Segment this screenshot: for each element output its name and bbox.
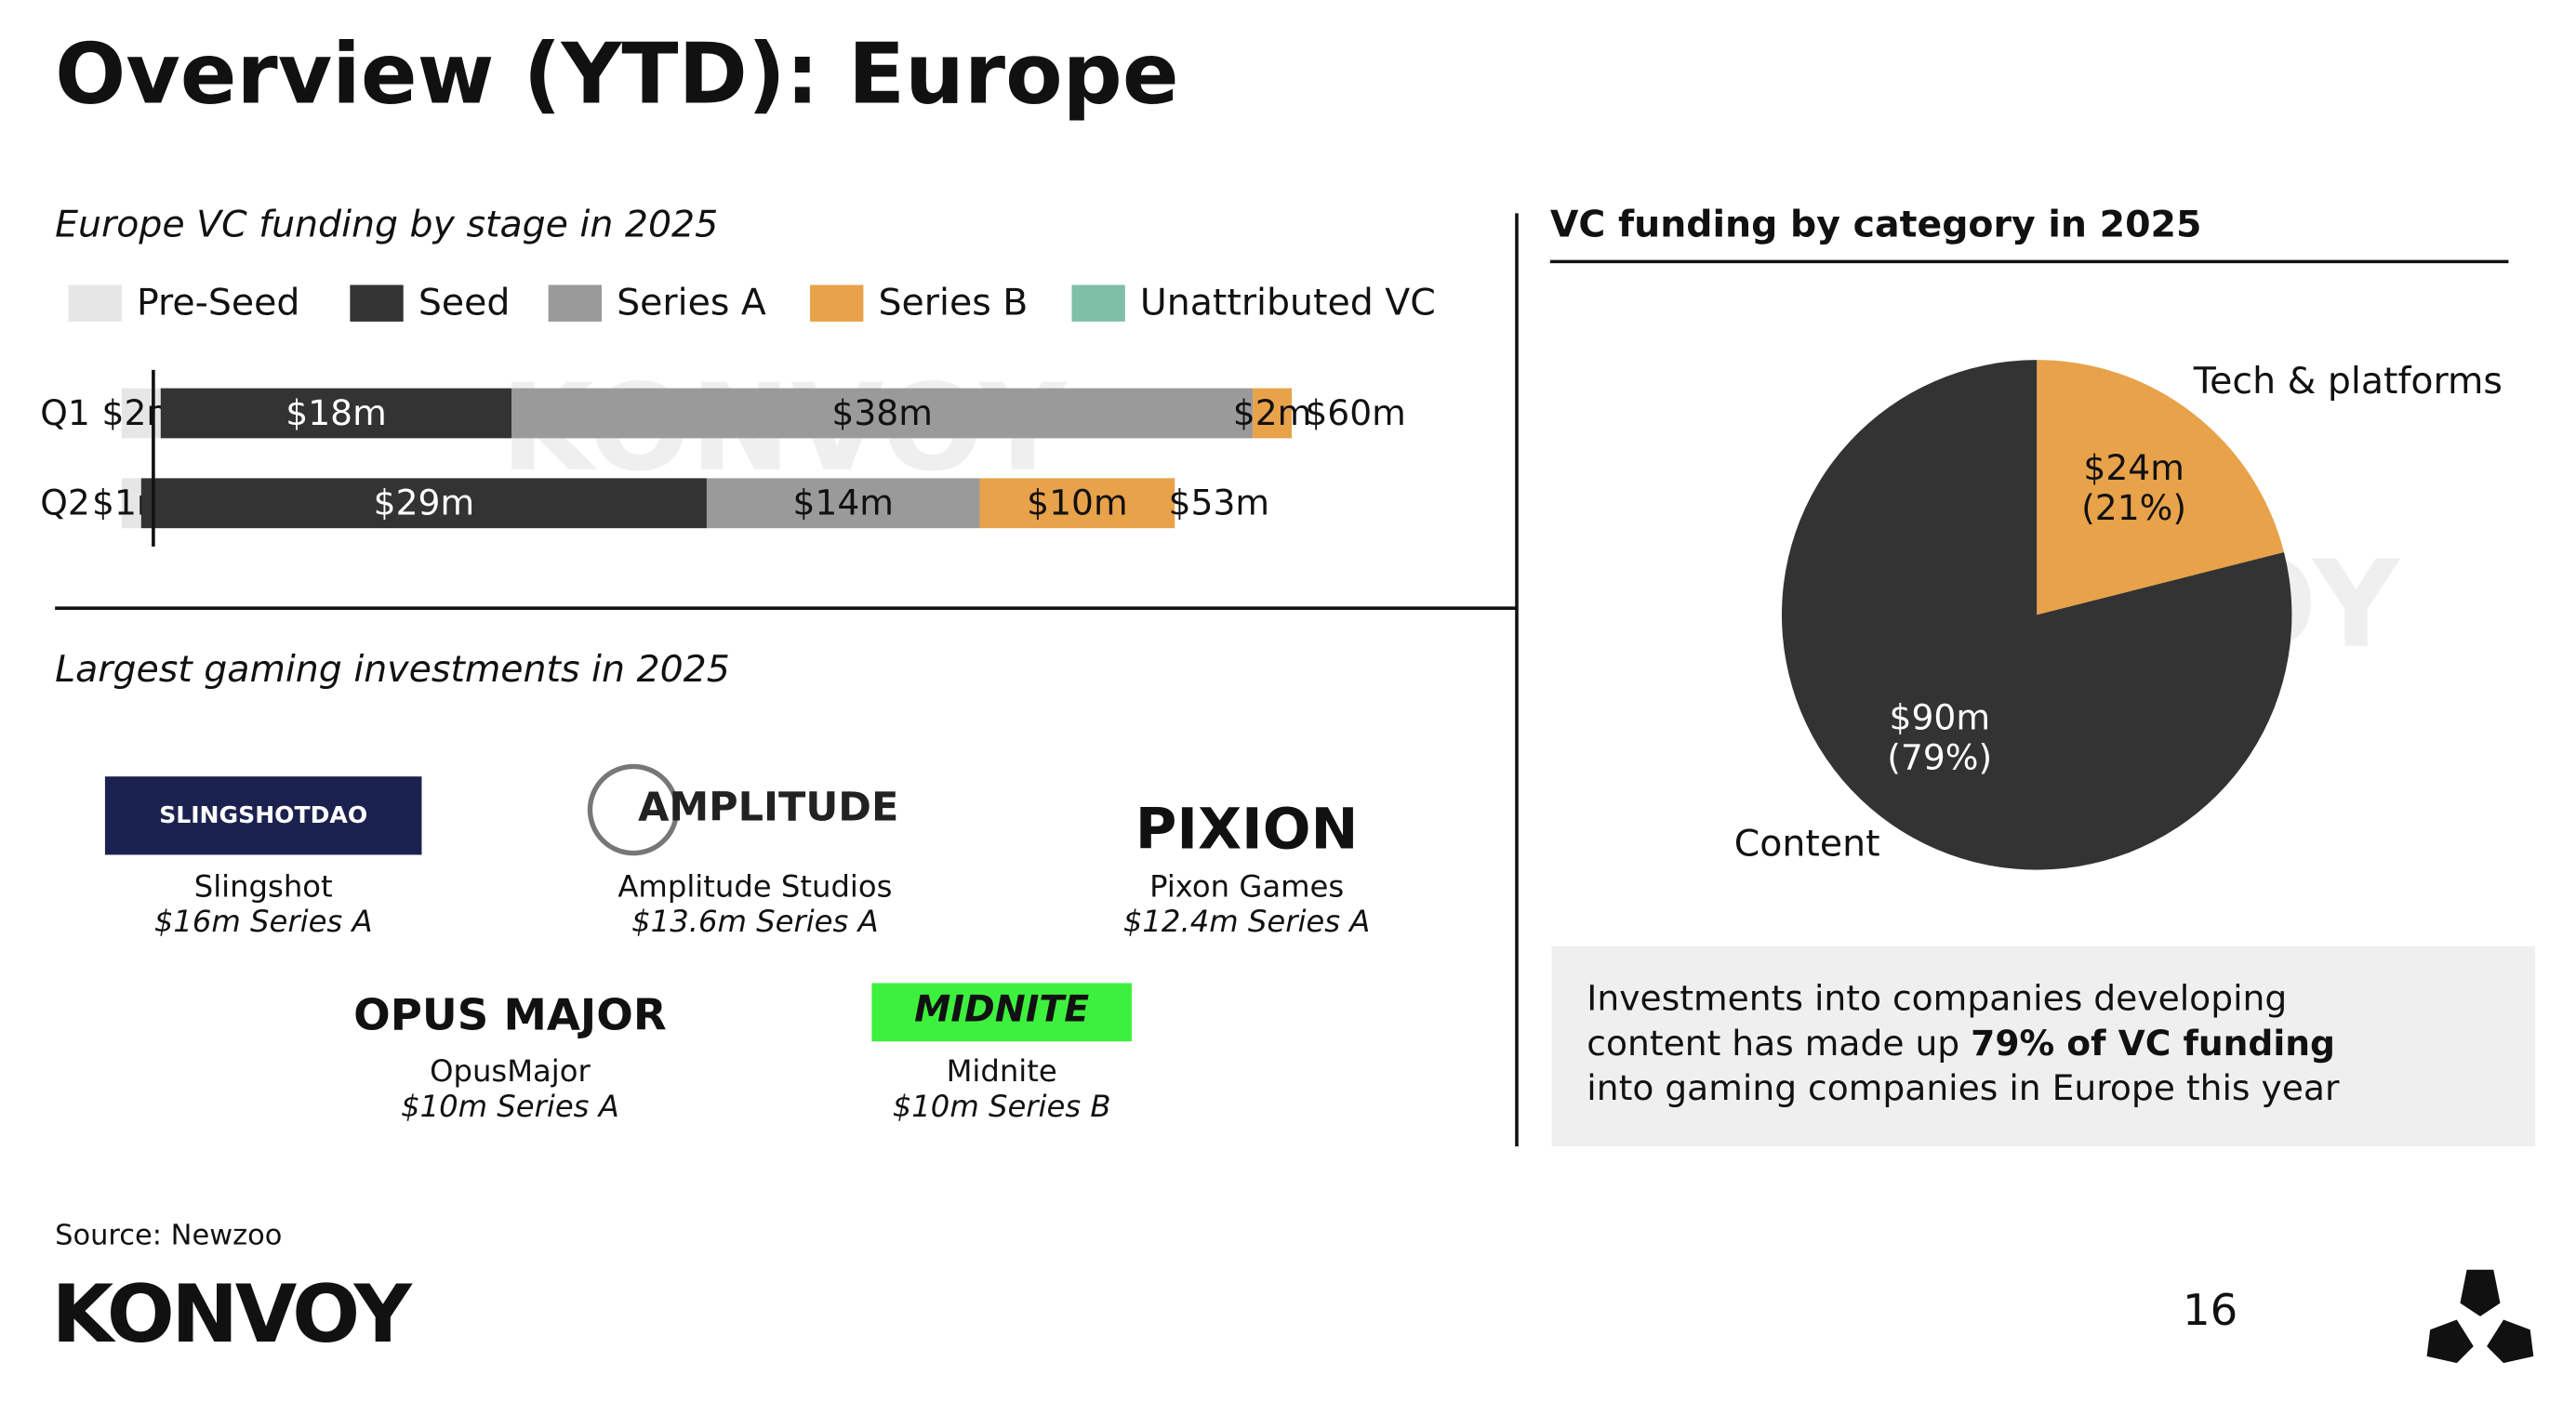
total-label: $60m bbox=[1305, 392, 1405, 433]
slide-title: Overview (YTD): Europe bbox=[55, 26, 1178, 123]
company-name: Midnite bbox=[947, 1053, 1057, 1089]
callout-segment: Investments into companies developing bbox=[1587, 977, 2287, 1018]
pie-chart-title: VC funding by category in 2025 bbox=[1550, 203, 2202, 245]
legend-label: Unattributed VC bbox=[1140, 281, 1436, 324]
logo-ring bbox=[587, 763, 680, 856]
bar-segment bbox=[511, 388, 1254, 439]
pie-slice bbox=[2037, 360, 2285, 615]
company-name: Slingshot bbox=[194, 868, 333, 904]
category-label: Q2 bbox=[40, 483, 90, 523]
percent-label: (79%) bbox=[1887, 737, 1992, 778]
legend-swatch bbox=[68, 284, 122, 322]
company-logo: AMPLITUDE bbox=[638, 785, 898, 831]
legend-label: Seed bbox=[418, 281, 511, 324]
percent-label: (21%) bbox=[2081, 487, 2186, 528]
data-label: $29m bbox=[374, 483, 474, 523]
company-logo: MIDNITE bbox=[914, 987, 1089, 1030]
deal-info: $12.4m Series A bbox=[1123, 904, 1370, 939]
callout-segment: into gaming companies in Europe this yea… bbox=[1587, 1067, 2340, 1108]
page-number: 16 bbox=[2183, 1285, 2237, 1335]
bar-segment bbox=[160, 388, 512, 439]
callout-segment: 79% of VC funding bbox=[1971, 1022, 2335, 1063]
category-label: Q1 bbox=[40, 392, 90, 433]
deal-info: $13.6m Series A bbox=[631, 904, 878, 939]
bar-chart-title: Europe VC funding by stage in 2025 bbox=[55, 203, 718, 245]
bar-segment bbox=[140, 478, 707, 529]
company-name: Amplitude Studios bbox=[617, 868, 892, 904]
callout-text: Investments into companies developing bbox=[1587, 977, 2287, 1018]
legend-label: Series B bbox=[879, 281, 1029, 324]
legend-label: Pre-Seed bbox=[137, 281, 299, 324]
category-label: Tech & platforms bbox=[2193, 360, 2503, 403]
brand-icon bbox=[2426, 1269, 2534, 1364]
total-label: $53m bbox=[1169, 483, 1269, 523]
data-label: $24m bbox=[2083, 447, 2184, 488]
pie-slice bbox=[1781, 360, 2292, 870]
logo-box bbox=[104, 776, 422, 855]
company-logo: OPUS MAJOR bbox=[353, 990, 667, 1040]
callout-text: into gaming companies in Europe this yea… bbox=[1587, 1067, 2340, 1108]
data-label: $38m bbox=[831, 392, 932, 433]
logo-box bbox=[871, 983, 1132, 1042]
company-logo: SLINGSHOTDAO bbox=[159, 801, 367, 828]
data-label: $2m bbox=[1233, 392, 1312, 433]
source: Source: Newzoo bbox=[55, 1219, 282, 1251]
data-label: $10m bbox=[1027, 483, 1127, 523]
deal-info: $16m Series A bbox=[154, 904, 373, 939]
company-name: OpusMajor bbox=[430, 1053, 591, 1089]
data-label: $18m bbox=[285, 392, 386, 433]
bar-segment bbox=[121, 478, 141, 529]
data-label: $90m bbox=[1890, 697, 1990, 738]
callout-text: content has made up 79% of VC funding bbox=[1587, 1022, 2335, 1063]
legend-swatch bbox=[548, 284, 603, 322]
deal-info: $10m Series B bbox=[893, 1089, 1111, 1124]
data-label: $14m bbox=[792, 483, 893, 523]
legend-swatch bbox=[1071, 284, 1125, 322]
legend-swatch bbox=[810, 284, 864, 322]
callout-box bbox=[1551, 946, 2536, 1147]
callout-segment: content has made up bbox=[1587, 1022, 1971, 1063]
bar-segment bbox=[1253, 388, 1293, 439]
section-title: Largest gaming investments in 2025 bbox=[55, 648, 730, 691]
category-label: Content bbox=[1734, 823, 1880, 866]
company-name: Pixon Games bbox=[1149, 868, 1344, 904]
legend-label: Series A bbox=[617, 281, 766, 324]
deal-info: $10m Series A bbox=[401, 1089, 619, 1124]
company-logo: PIXION bbox=[1135, 797, 1359, 863]
brand-logo: KONVOY bbox=[52, 1268, 414, 1361]
bar-segment bbox=[706, 478, 980, 529]
bar-segment bbox=[979, 478, 1175, 529]
legend-swatch bbox=[350, 284, 404, 322]
